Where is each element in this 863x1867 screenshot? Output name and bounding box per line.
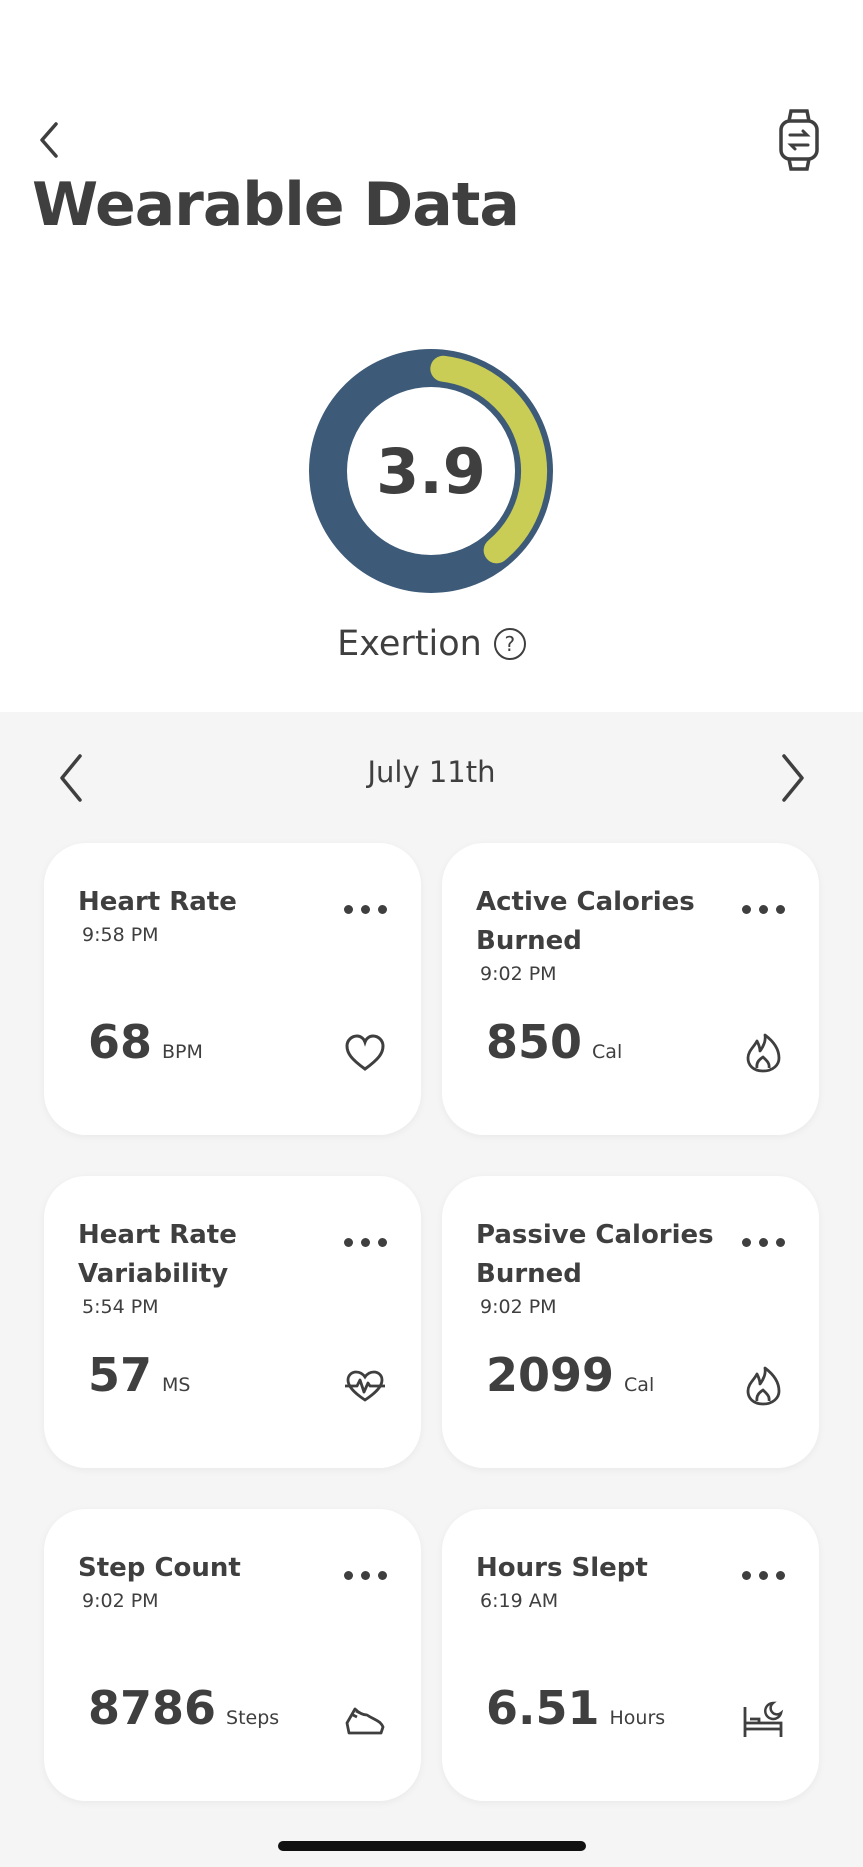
metric-title: Hours Slept <box>476 1553 648 1583</box>
metric-title: Step Count <box>78 1553 241 1583</box>
metric-time: 9:02 PM <box>480 963 557 985</box>
metric-time: 6:19 AM <box>480 1590 559 1612</box>
metric-value: 2099 <box>486 1348 615 1402</box>
exertion-arc <box>430 355 547 564</box>
more-options-icon[interactable] <box>344 1571 387 1580</box>
metric-title: Passive Calories Burned <box>476 1220 714 1289</box>
page-title: Wearable Data <box>32 170 520 240</box>
back-chevron-icon[interactable] <box>34 118 70 162</box>
metric-card[interactable]: Passive Calories Burned 9:02 PM 2099 Cal <box>442 1176 819 1468</box>
flame-icon <box>746 1366 781 1406</box>
date-label: July 11th <box>367 755 496 789</box>
metric-time: 9:58 PM <box>82 924 159 946</box>
metric-unit: Cal <box>624 1374 655 1396</box>
metric-time: 9:02 PM <box>82 1590 159 1612</box>
metric-card[interactable]: Hours Slept 6:19 AM 6.51 Hours <box>442 1509 819 1801</box>
watch-sync-icon[interactable] <box>776 108 822 172</box>
heartbeat-icon <box>345 1370 385 1402</box>
metric-time: 9:02 PM <box>480 1296 557 1318</box>
metric-value: 850 <box>486 1015 583 1069</box>
home-indicator[interactable] <box>278 1841 586 1851</box>
bed-icon <box>743 1701 784 1737</box>
more-options-icon[interactable] <box>742 905 785 914</box>
metric-card[interactable]: Step Count 9:02 PM 8786 Steps <box>44 1509 421 1801</box>
metric-value: 57 <box>88 1348 153 1402</box>
metric-value: 8786 <box>88 1681 217 1735</box>
metric-unit: Steps <box>226 1707 280 1729</box>
metric-unit: Hours <box>609 1707 666 1729</box>
flame-icon <box>746 1033 781 1073</box>
exertion-label: Exertion <box>337 624 482 664</box>
header-section: Wearable Data 3.9 Exertion? <box>0 0 863 712</box>
metric-unit: BPM <box>162 1041 203 1063</box>
more-options-icon[interactable] <box>344 1238 387 1247</box>
exertion-ring <box>309 349 553 593</box>
more-options-icon[interactable] <box>344 905 387 914</box>
metric-card[interactable]: Heart Rate Variability 5:54 PM 57 MS <box>44 1176 421 1468</box>
heart-icon <box>345 1034 385 1071</box>
exertion-score: 3.9 <box>376 434 486 508</box>
more-options-icon[interactable] <box>742 1238 785 1247</box>
metric-title: Heart Rate Variability <box>78 1220 237 1289</box>
metric-value: 6.51 <box>486 1681 600 1735</box>
metric-title: Heart Rate <box>78 887 237 917</box>
metric-value: 68 <box>88 1015 153 1069</box>
metric-time: 5:54 PM <box>82 1296 159 1318</box>
next-day-chevron-icon[interactable] <box>778 752 808 804</box>
metric-card[interactable]: Active Calories Burned 9:02 PM 850 Cal <box>442 843 819 1135</box>
shoe-icon <box>345 1707 385 1735</box>
metric-title: Active Calories Burned <box>476 887 695 956</box>
help-icon[interactable]: ? <box>493 628 526 660</box>
metric-unit: Cal <box>592 1041 623 1063</box>
prev-day-chevron-icon[interactable] <box>56 752 86 804</box>
more-options-icon[interactable] <box>742 1571 785 1580</box>
metric-unit: MS <box>162 1374 191 1396</box>
metric-card[interactable]: Heart Rate 9:58 PM 68 BPM <box>44 843 421 1135</box>
